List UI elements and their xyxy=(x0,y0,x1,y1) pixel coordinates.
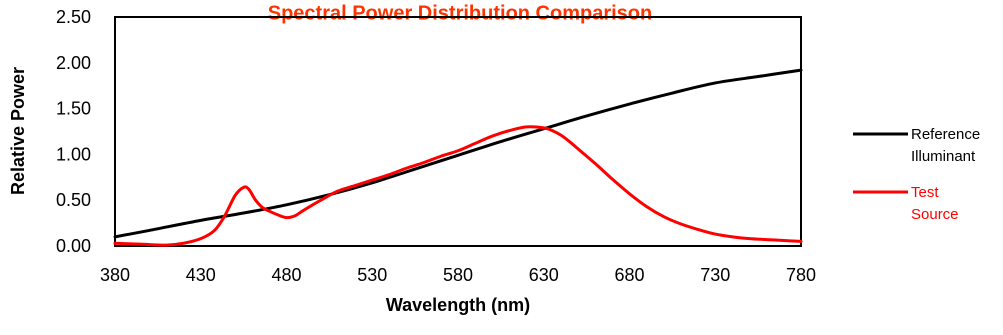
y-tick-label: 0.50 xyxy=(56,190,91,210)
legend-label: Source xyxy=(911,206,959,223)
x-tick-label: 630 xyxy=(529,265,559,285)
chart-title: Spectral Power Distribution Comparison xyxy=(268,3,653,25)
x-tick-label: 480 xyxy=(271,265,301,285)
y-tick-label: 2.50 xyxy=(56,7,91,27)
legend-label: Illuminant xyxy=(911,148,976,165)
legend-label: Reference xyxy=(911,126,980,143)
x-tick-label: 730 xyxy=(700,265,730,285)
series-line-reference xyxy=(113,68,803,239)
x-tick-label: 430 xyxy=(186,265,216,285)
series-line-test xyxy=(113,125,803,247)
legend: Reference Illuminant Test Source xyxy=(853,126,980,223)
x-axis-ticks: 380 430 480 530 580 630 680 730 780 xyxy=(100,265,816,285)
y-tick-label: 0.00 xyxy=(56,236,91,256)
y-tick-label: 1.00 xyxy=(56,144,91,164)
x-tick-label: 780 xyxy=(786,265,816,285)
plot-area-frame xyxy=(114,16,802,247)
x-tick-label: 380 xyxy=(100,265,130,285)
y-tick-label: 2.00 xyxy=(56,53,91,73)
series-group xyxy=(113,68,803,247)
x-tick-label: 680 xyxy=(614,265,644,285)
y-axis-title: Relative Power xyxy=(8,67,28,195)
legend-label: Test xyxy=(911,184,939,201)
y-axis-ticks: 0.00 0.50 1.00 1.50 2.00 2.50 xyxy=(56,7,91,256)
x-axis-title: Wavelength (nm) xyxy=(386,295,530,315)
x-tick-label: 580 xyxy=(443,265,473,285)
y-tick-label: 1.50 xyxy=(56,99,91,119)
x-tick-label: 530 xyxy=(357,265,387,285)
